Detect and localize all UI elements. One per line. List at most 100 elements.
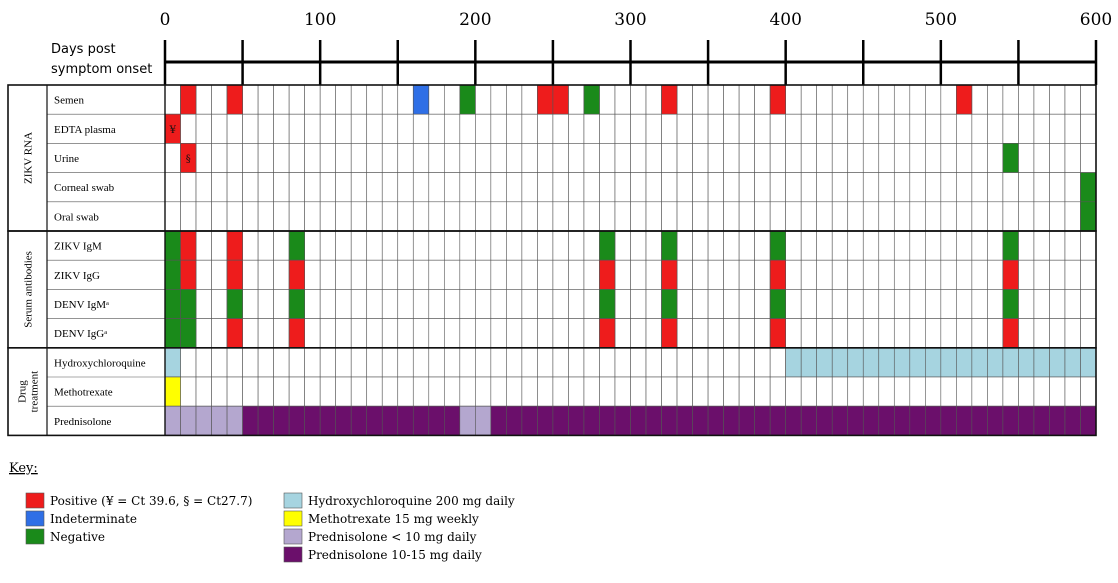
grid-cell [987, 201, 1004, 232]
grid-cell [397, 172, 414, 203]
drug-cell-hcq [893, 347, 911, 378]
grid-cell [288, 143, 305, 173]
grid-cell [490, 289, 507, 319]
grid-cell [335, 230, 352, 261]
grid-cell [925, 84, 942, 115]
grid-cell [195, 143, 212, 173]
grid-cell [831, 318, 849, 349]
grid-cell [304, 289, 321, 319]
grid-cell [257, 318, 274, 349]
axis-tick-label: 100 [304, 10, 336, 30]
grid-cell [257, 376, 274, 407]
grid-cell [769, 376, 786, 407]
grid-cell [769, 347, 786, 378]
grid-cell [692, 143, 709, 173]
grid-cell [506, 84, 523, 115]
grid-cell [599, 201, 616, 232]
grid-cell [412, 347, 430, 378]
grid-cell [754, 318, 771, 349]
grid-cell [630, 376, 647, 407]
grid-cell [475, 259, 492, 290]
grid-cell [319, 347, 336, 378]
grid-cell [459, 289, 476, 319]
grid-cell [475, 84, 492, 115]
drug-cell-pred_low [459, 405, 476, 436]
grid-cell [707, 143, 724, 173]
grid-cell [661, 347, 678, 378]
grid-cell [785, 230, 802, 261]
grid-cell [428, 289, 445, 319]
drug-cell-pred_high [583, 405, 600, 436]
grid-cell [816, 113, 833, 144]
group-frame [7, 346, 1097, 437]
grid-cell [257, 84, 274, 115]
grid-cell [568, 201, 585, 232]
grid-cell [692, 84, 709, 115]
drug-cell-pred_high [971, 405, 988, 436]
grid-cell [164, 143, 181, 173]
grid-cell [211, 230, 228, 261]
grid-cell [459, 318, 476, 349]
drug-cell-hcq [847, 347, 864, 378]
grid-cell [350, 84, 368, 115]
row-label: Hydroxychloroquine [54, 357, 146, 369]
grid-cell [428, 143, 445, 173]
grid-cell [335, 347, 352, 378]
grid-cell [459, 230, 476, 261]
grid-cell [506, 230, 523, 261]
grid-cell [1049, 318, 1066, 349]
grid-cell [552, 376, 569, 407]
grid-cell [521, 201, 538, 232]
grid-cell [490, 201, 507, 232]
grid-cell [195, 201, 212, 232]
grid-cell [862, 230, 880, 261]
drug-cell-pred_high [490, 405, 507, 436]
grid-cell [1049, 230, 1066, 261]
grid-cell [645, 347, 662, 378]
result-cell-negative [164, 289, 181, 319]
grid-cell [521, 84, 538, 115]
grid-cell [211, 113, 228, 144]
row-label: Oral swab [54, 211, 99, 223]
grid-cell [568, 347, 585, 378]
grid-cell [630, 172, 647, 203]
grid-cell [676, 347, 693, 378]
grid-cell [381, 347, 399, 378]
grid-cell [443, 376, 461, 407]
grid-row [164, 347, 1097, 378]
key-swatch-pred_high [283, 546, 303, 563]
result-cell-positive [956, 84, 973, 115]
result-cell-positive [226, 230, 243, 261]
grid-cell [242, 172, 259, 203]
grid-cell [1002, 84, 1019, 115]
grid-cell [304, 143, 321, 173]
grid-cell [412, 318, 430, 349]
grid-cell [769, 172, 786, 203]
grid-cell [583, 230, 600, 261]
grid-cell [1049, 113, 1066, 144]
drug-cell-pred_high [645, 405, 662, 436]
grid-cell [366, 318, 383, 349]
grid-cell [583, 289, 600, 319]
drug-cell-hcq [164, 347, 181, 378]
grid-cell [521, 318, 538, 349]
grid-cell [350, 230, 368, 261]
grid-cell [257, 201, 274, 232]
grid-cell [428, 259, 445, 290]
grid-cell [956, 259, 973, 290]
grid-cell [459, 113, 476, 144]
grid-cell [676, 143, 693, 173]
grid-cell [614, 143, 631, 173]
grid-cell [412, 289, 430, 319]
grid-cell [552, 201, 569, 232]
grid-cell [459, 376, 476, 407]
grid-cell [397, 259, 414, 290]
drug-cell-pred_high [381, 405, 399, 436]
grid-cell [738, 143, 755, 173]
grid-cell [381, 113, 399, 144]
grid-cell [273, 172, 290, 203]
result-cell-positive [288, 259, 305, 290]
row-label: DENV IgGᵃ [54, 328, 107, 340]
grid-cell [614, 376, 631, 407]
group-label: Serum antibodies [23, 251, 35, 328]
